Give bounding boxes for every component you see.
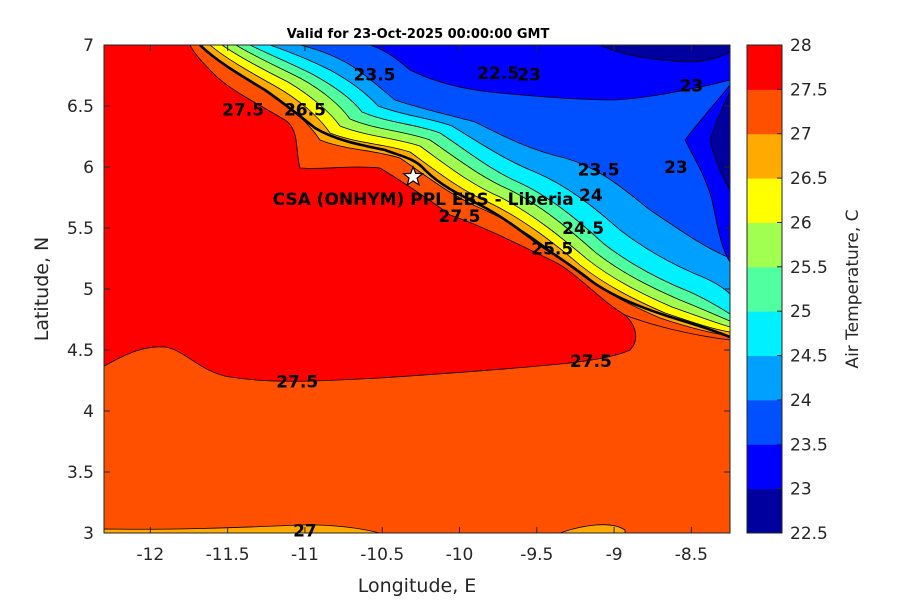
colorbar-tick-label: 28 [790,36,812,56]
contour-label: 22.5 [477,64,519,84]
band-22-5-east [709,91,730,191]
y-axis-label: Latitude, N [31,237,53,342]
colorbar-tick-label: 26.5 [790,169,828,189]
colorbar-tick-label: 24 [790,391,812,411]
star-icon [401,165,425,187]
x-tick-label: -12 [136,545,164,565]
site-marker-group: CSA (ONHYM) PPL EBS - Liberia [273,165,574,210]
y-tick-label: 4.5 [67,341,94,361]
x-tick-label: -11 [291,545,319,565]
contour-label: 25.5 [531,240,573,260]
x-axis-label: Longitude, E [358,575,477,597]
x-tick-label: -8.5 [675,545,708,565]
x-tick-label: -9.5 [520,545,553,565]
colorbar-tick-label: 23 [790,480,812,500]
colorbar-frame [746,44,783,534]
colorbar-tick-label: 27 [790,125,812,145]
colorbar-tick-label: 23.5 [790,435,828,455]
x-tick-label: -10 [446,545,474,565]
contour-label: 23.5 [354,65,396,85]
colorbar-segment [747,266,782,312]
band-23-coast [369,45,730,101]
colorbar-tick-label: 22.5 [790,524,828,544]
y-tick-label: 5 [83,280,94,300]
x-tick-label: -11.5 [206,545,250,565]
temperature-field [104,45,730,533]
axis-ticks: -12 -11.5 -11 -10.5 -10 -9.5 -9 -8.5 3 3.5 4 4.5 5 5.… [67,36,730,565]
colorbar-label: Air Temperature, C [843,209,863,368]
y-tick-label: 4 [83,402,94,422]
contour-label: 23.5 [578,160,620,180]
contour-label: 27.5 [570,352,612,372]
colorbar-segment [747,133,782,179]
site-label: CSA (ONHYM) PPL EBS - Liberia [273,190,574,210]
colorbar-tick-label: 24.5 [790,347,828,367]
contour-label: 26.5 [284,101,326,121]
colorbar-tick-label: 25 [790,302,812,322]
y-tick-label: 3 [83,524,94,544]
band-22-5-north [599,45,730,63]
colorbar-segment [747,399,782,445]
contour-label: 27 [293,522,317,542]
colorbar-segment [747,89,782,135]
contour-label: 27.5 [222,101,264,121]
colorbar-tick-label: 26 [790,213,812,233]
colorbar-segment [747,488,782,534]
contour-label: 27.5 [276,373,318,393]
colorbar-segment [747,45,782,90]
colorbar-tick-label: 25.5 [790,258,828,278]
colorbar: 22.5 23 23.5 24 24.5 25 25.5 26 26.5 27 27.5 28 [746,36,828,544]
figure-title: Valid for 23-Oct-2025 00:00:00 GMT [287,27,550,42]
colorbar-segment [747,355,782,401]
band-26-5-south [104,524,381,533]
coastline [199,45,730,339]
colorbar-tick-label: 27.5 [790,80,828,100]
y-tick-label: 6.5 [67,97,94,117]
contour-label: 24.5 [562,219,604,239]
x-tick-label: -9 [606,545,623,565]
y-tick-label: 3.5 [67,463,94,483]
colorbar-segment [747,444,782,490]
contour-label: 23 [680,76,704,96]
colorbar-segment [747,311,782,357]
y-tick-label: 5.5 [67,219,94,239]
x-tick-label: -10.5 [360,545,404,565]
band-26-5-southeast [559,524,626,533]
contour-label: 27.5 [439,207,481,227]
contour-label: 24 [579,186,603,206]
contour-label: 23 [664,158,688,178]
colorbar-segment [747,222,782,268]
y-tick-label: 7 [83,36,94,56]
colorbar-segment [747,178,782,223]
y-tick-label: 6 [83,158,94,178]
contour-label: 23 [517,65,541,85]
